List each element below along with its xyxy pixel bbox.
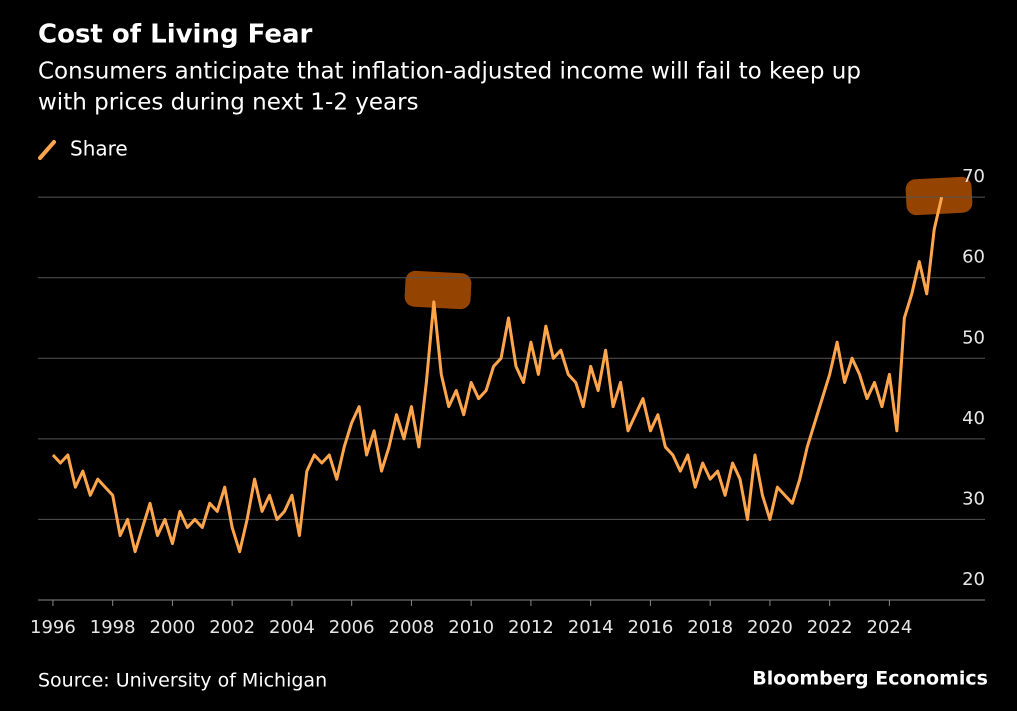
x-tick-label: 2018 (687, 617, 733, 638)
x-tick-label: 1998 (90, 617, 136, 638)
y-tick-label: 30 (962, 488, 985, 509)
x-tick-label: 2004 (269, 617, 315, 638)
x-tick-label: 2012 (508, 617, 554, 638)
x-tick-label: 2014 (568, 617, 614, 638)
chart-subtitle: Consumers anticipate that inflation-adju… (38, 59, 861, 85)
highlight (905, 176, 973, 216)
x-tick-label: 2002 (209, 617, 255, 638)
legend-label: Share (70, 137, 128, 161)
x-tick-label: 2020 (747, 617, 793, 638)
y-tick-label: 60 (962, 247, 985, 268)
x-tick-label: 2008 (389, 617, 435, 638)
y-tick-label: 70 (962, 166, 985, 187)
x-tick-label: 2000 (150, 617, 196, 638)
y-tick-label: 20 (962, 569, 985, 590)
chart-title: Cost of Living Fear (38, 20, 313, 50)
y-tick-label: 40 (962, 408, 985, 429)
source: Source: University of Michigan (38, 670, 327, 692)
x-tick-label: 2024 (866, 617, 912, 638)
x-tick-label: 2022 (807, 617, 853, 638)
x-tick-label: 2006 (329, 617, 375, 638)
x-tick-label: 2010 (448, 617, 494, 638)
legend-swatch (38, 140, 56, 160)
brand: Bloomberg Economics (752, 668, 988, 690)
chart-subtitle: with prices during next 1-2 years (38, 90, 419, 116)
highlight (404, 270, 472, 310)
x-tick-label: 2016 (628, 617, 674, 638)
y-tick-label: 50 (962, 327, 985, 348)
data-line (51, 196, 944, 554)
x-tick-label: 1996 (30, 617, 76, 638)
